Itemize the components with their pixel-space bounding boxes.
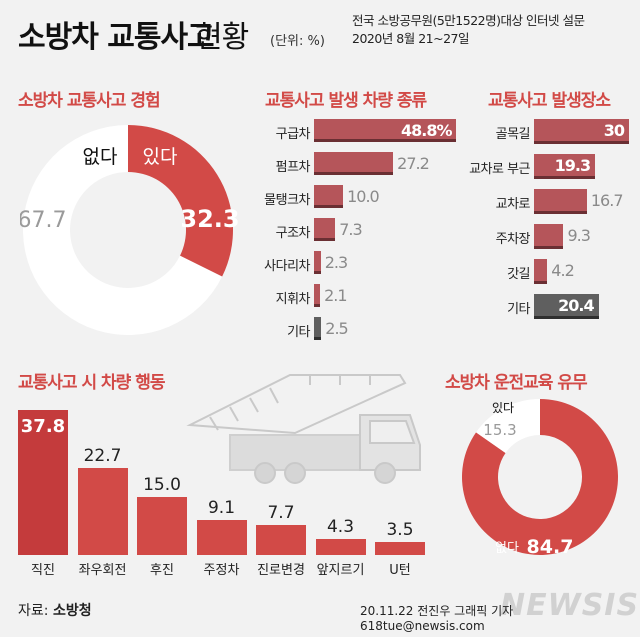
value-label: 2.5 (325, 319, 348, 338)
page-title: 소방차 교통사고 (18, 20, 215, 55)
bar (18, 410, 68, 555)
slice-yes (128, 125, 233, 277)
bar (314, 218, 336, 241)
value-label: 16.7 (590, 191, 624, 210)
category-label: 주정차 (203, 563, 240, 578)
category-label: 물탱크차 (264, 193, 310, 208)
survey-line-1: 전국 소방공무원(5만1522명)대상 인터넷 설문 (352, 13, 585, 28)
slice-yes (476, 399, 540, 453)
slice-label-yes: 있다 (143, 146, 178, 168)
education-title: 소방차 운전교육 유무 (445, 373, 588, 393)
credit-line: 20.11.22 전진우 그래픽 기자 618tue@newsis.com (360, 604, 514, 633)
category-label: 갓길 (507, 267, 530, 282)
value-label: 48.8% (401, 121, 453, 140)
unit-label: (단위: %) (270, 34, 325, 49)
actions-title: 교통사고 시 차량 행동 (18, 373, 166, 393)
bar (534, 224, 564, 249)
slice-value-no: 84.7 (527, 536, 574, 558)
bar (534, 154, 596, 179)
bar (256, 525, 306, 555)
category-label: 교차로 부근 (469, 162, 530, 177)
category-label: U턴 (389, 563, 411, 578)
page-title-suffix: 현황 (195, 20, 249, 55)
slice-label-yes: 있다 (492, 401, 514, 415)
value-label: 27.2 (397, 154, 430, 173)
watermark: NEWSIS (500, 588, 640, 623)
bar (314, 152, 394, 175)
experience-donut-chart: 있다 없다 32.3 67.7 (20, 125, 240, 335)
slice-value-yes: 32.3 (180, 205, 239, 233)
category-label: 펌프차 (275, 160, 311, 175)
category-label: 직진 (31, 563, 55, 578)
value-label: 20.4 (558, 296, 594, 315)
source-line: 자료: 소방청 (18, 600, 92, 620)
value-label: 15.0 (143, 475, 181, 496)
fire-truck-illustration (186, 374, 421, 484)
vehicle-types-chart: 구급차 48.8% 펌프차 27.2 물탱크차 10.0 구조차 7.3 사다리차 2.3 지휘차 2… (250, 115, 465, 350)
slice-value-no: 67.7 (20, 208, 66, 233)
slice-value-yes: 15.3 (483, 421, 516, 439)
bar (77, 467, 128, 555)
value-label: 9.1 (207, 498, 236, 519)
value-label: 10.0 (347, 187, 380, 206)
bar (314, 119, 456, 142)
slice-label-no: 없다 (495, 541, 519, 556)
bar (314, 317, 322, 340)
locations-title: 교통사고 발생장소 (488, 91, 611, 111)
category-label: 사다리차 (264, 259, 310, 274)
category-label: 주차장 (495, 232, 531, 247)
bar (196, 520, 247, 555)
category-label: 기타 (287, 325, 310, 340)
value-label: 2.1 (324, 286, 347, 305)
value-label: 2.3 (324, 253, 348, 272)
source-prefix: 자료: (18, 603, 49, 619)
locations-chart: 골목길 30 교차로 부근 19.3 교차로 16.7 주차장 9.3 갓길 4.2 기타 20.4 (455, 115, 635, 350)
category-label: 지휘차 (275, 292, 311, 307)
value-label: 22.7 (83, 445, 122, 466)
bar (315, 538, 366, 555)
category-label: 후진 (150, 563, 174, 578)
bar (314, 251, 321, 274)
category-label: 기타 (507, 302, 530, 317)
slice-no (23, 125, 223, 335)
category-label: 교차로 (495, 197, 531, 212)
value-label: 37.8 (20, 416, 66, 437)
value-label: 4.3 (326, 516, 355, 537)
bar (314, 185, 344, 208)
survey-line-2: 2020년 8월 21~27일 (352, 31, 470, 46)
bar (534, 119, 629, 144)
value-label: 19.3 (554, 156, 591, 175)
category-label: 앞지르기 (316, 563, 365, 578)
value-label: 3.5 (386, 519, 414, 540)
education-donut-chart: 있다 15.3 없다 84.7 (462, 399, 618, 558)
source-name: 소방청 (52, 603, 92, 619)
bar (534, 259, 548, 284)
bar (534, 294, 599, 319)
experience-title: 소방차 교통사고 경험 (18, 91, 161, 111)
bar (534, 189, 587, 214)
value-label: 7.7 (267, 503, 295, 524)
bar (137, 497, 187, 555)
value-label: 30 (603, 121, 625, 140)
slice-label-no: 없다 (83, 146, 118, 168)
category-label: 좌우회전 (78, 563, 127, 578)
category-label: 구급차 (275, 127, 311, 142)
bar (314, 284, 321, 307)
survey-info: 전국 소방공무원(5만1522명)대상 인터넷 설문 2020년 8월 21~2… (352, 12, 585, 48)
value-label: 9.3 (567, 226, 590, 245)
category-label: 진로변경 (257, 563, 305, 578)
slice-no (462, 399, 618, 555)
bar (375, 541, 425, 555)
category-label: 구조차 (275, 226, 311, 241)
value-label: 7.3 (339, 220, 362, 239)
actions-chart: 37.8 직진 22.7 좌우회전 15.0 후진 9.1 주정차 7.7 진로변경 4.3 앞지르기… (18, 395, 438, 580)
vehicle-types-title: 교통사고 발생 차량 종류 (265, 91, 427, 111)
value-label: 4.2 (551, 261, 574, 280)
category-label: 골목길 (495, 127, 531, 142)
